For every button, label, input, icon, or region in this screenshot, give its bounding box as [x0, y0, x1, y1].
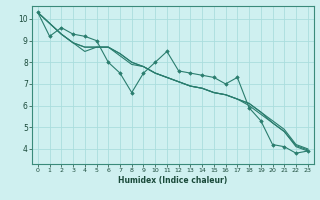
X-axis label: Humidex (Indice chaleur): Humidex (Indice chaleur) — [118, 176, 228, 185]
